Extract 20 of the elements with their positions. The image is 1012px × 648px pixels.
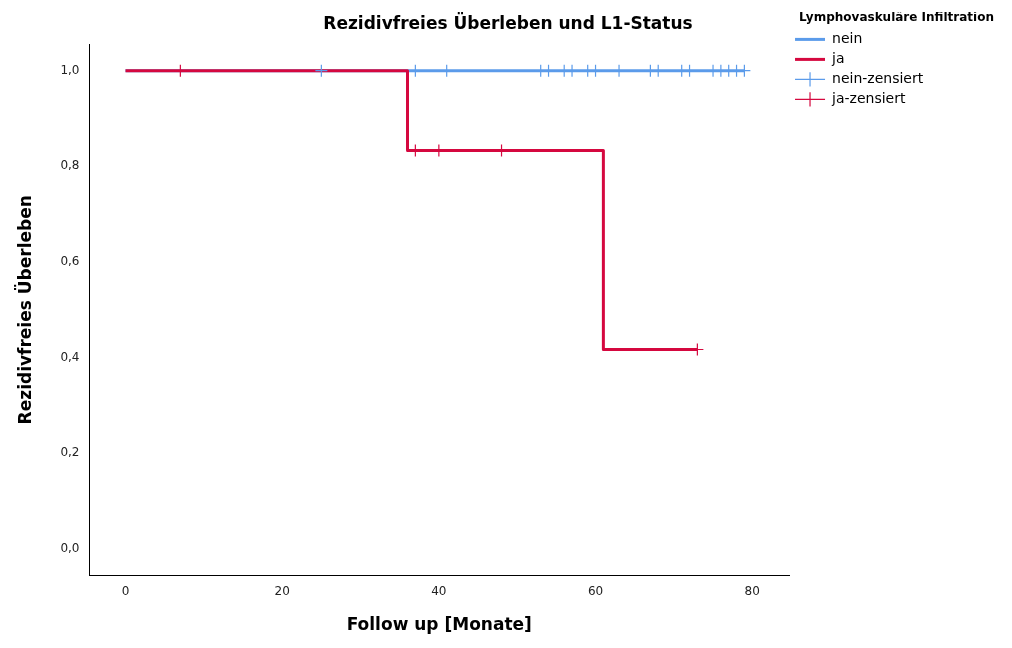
y-tick-label: 0,6 bbox=[60, 254, 80, 269]
legend-label: nein bbox=[832, 30, 863, 47]
x-tick-label: 40 bbox=[431, 583, 447, 598]
x-tick-label: 0 bbox=[121, 583, 130, 598]
y-tick-label: 0,0 bbox=[60, 541, 80, 556]
legend-label: nein-zensiert bbox=[832, 70, 924, 87]
y-tick-label: 0,4 bbox=[60, 349, 80, 364]
y-tick-label: 0,2 bbox=[60, 445, 80, 460]
chart-title: Rezidivfreies Überleben und L1-Status bbox=[323, 11, 693, 33]
x-axis-title: Follow up [Monate] bbox=[346, 614, 532, 635]
legend-label: ja bbox=[831, 50, 845, 67]
y-axis-title: Rezidivfreies Überleben bbox=[13, 195, 35, 425]
y-tick-label: 1,0 bbox=[60, 62, 80, 77]
x-tick-label: 80 bbox=[744, 583, 760, 598]
y-tick-label: 0,8 bbox=[60, 158, 80, 173]
legend-label: ja-zensiert bbox=[831, 90, 906, 107]
point bbox=[314, 64, 328, 78]
x-tick-label: 20 bbox=[274, 583, 290, 598]
legend-title: Lymphovaskuläre Infiltration bbox=[799, 10, 995, 25]
x-tick-label: 60 bbox=[587, 583, 604, 598]
